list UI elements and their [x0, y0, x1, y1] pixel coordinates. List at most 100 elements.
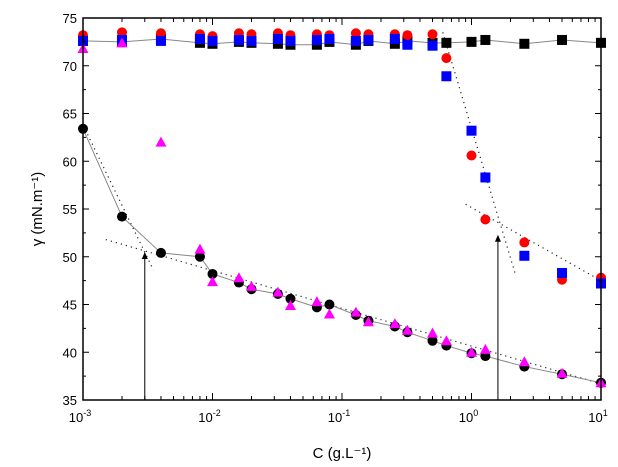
data-point-triangle: [389, 318, 401, 329]
data-point-triangle: [427, 327, 439, 338]
data-point-circle: [466, 150, 477, 161]
y-tick-label: 45: [63, 298, 77, 313]
x-tick-label: 101: [588, 408, 607, 425]
data-point-square: [441, 71, 452, 82]
data-point-triangle: [245, 280, 257, 291]
data-point-square: [466, 36, 477, 47]
data-point-square: [441, 37, 452, 48]
data-point-square: [324, 34, 335, 45]
data-point-square: [155, 35, 166, 46]
x-tick-labels: 10-3 10-2 10-1 100 101: [69, 408, 608, 425]
data-point-square: [311, 34, 322, 45]
data-point-circle: [116, 27, 127, 38]
fit-lines: [82, 32, 602, 385]
data-point-circle: [194, 251, 205, 262]
x-axis-label: C (g.L⁻¹): [313, 445, 372, 462]
y-tick-label: 40: [63, 345, 77, 360]
data-point-triangle: [479, 343, 491, 354]
data-point-circle: [480, 214, 491, 225]
x-tick-exponent: 0: [473, 408, 478, 418]
data-point-triangle: [466, 346, 477, 357]
data-point-triangle: [194, 243, 206, 254]
plot-frame: [82, 17, 602, 401]
data-point-circle: [402, 30, 413, 41]
data-point-square: [466, 125, 477, 136]
y-tick-label: 65: [63, 107, 77, 122]
data-point-square: [519, 38, 530, 49]
y-axis-label: γ (mN.m⁻¹): [29, 172, 46, 247]
data-point-circle: [116, 211, 127, 222]
data-point-triangle: [362, 316, 374, 327]
arrows: [141, 234, 501, 400]
data-point-square: [285, 35, 296, 46]
arrow-head: [494, 234, 501, 242]
data-point-square: [194, 34, 205, 45]
data-point-square: [246, 35, 257, 46]
data-point-triangle: [207, 276, 218, 287]
y-tick-label: 75: [63, 11, 77, 26]
x-tick-base: 10: [198, 410, 212, 425]
x-tick-base: 10: [459, 410, 473, 425]
data-point-circle: [427, 335, 438, 346]
data-point-triangle: [284, 299, 296, 310]
data-point-triangle: [556, 367, 568, 378]
data-point-circle: [441, 53, 452, 64]
data-point-triangle: [233, 272, 245, 283]
data-point-circle: [427, 29, 438, 40]
data-point-square: [480, 34, 491, 45]
data-point-square: [207, 35, 218, 46]
x-tick-base: 10: [328, 410, 342, 425]
data-point-square: [557, 267, 568, 278]
series-line: [82, 128, 602, 384]
data-point-square: [519, 250, 530, 261]
y-tick-label: 55: [63, 202, 77, 217]
data-point-circle: [285, 293, 296, 304]
x-tick-label: 10-3: [69, 408, 91, 425]
x-tick-label: 100: [459, 408, 478, 425]
x-tick-label: 10-1: [328, 408, 350, 425]
y-tick-label: 70: [63, 59, 77, 74]
data-point-square: [389, 34, 400, 45]
data-point-square: [427, 40, 438, 51]
data-point-triangle: [311, 296, 323, 307]
x-tick-exponent: -1: [342, 408, 350, 418]
series-lines: [82, 38, 602, 384]
fit-line: [442, 32, 517, 277]
data-point-triangle: [518, 356, 530, 367]
x-tick-exponent: -3: [83, 408, 91, 418]
axes: [82, 17, 602, 401]
data-point-triangle: [401, 324, 413, 335]
data-point-triangle: [350, 306, 362, 317]
data-point-square: [350, 35, 361, 46]
data-point-circle: [155, 247, 166, 258]
data-point-circle: [519, 237, 530, 248]
data-point-square: [363, 34, 374, 45]
data-point-square: [557, 34, 568, 45]
series-line: [82, 38, 602, 46]
data-point-triangle: [440, 335, 452, 346]
arrow-head: [141, 251, 148, 259]
data-point-circle: [324, 299, 335, 310]
x-tick-exponent: -2: [213, 408, 221, 418]
x-tick-base: 10: [588, 410, 602, 425]
data-point-triangle: [323, 308, 335, 319]
x-tick-base: 10: [69, 410, 83, 425]
y-tick-labels: 35 40 45 50 55 60 65 70 75: [63, 11, 77, 408]
y-tick-label: 35: [63, 393, 77, 408]
data-points: [77, 27, 607, 388]
data-point-circle: [350, 28, 361, 39]
y-tick-label: 50: [63, 250, 77, 265]
data-point-triangle: [116, 37, 128, 48]
fit-line: [82, 124, 154, 271]
data-point-square: [402, 39, 413, 50]
data-point-square: [480, 172, 491, 183]
data-point-circle: [155, 28, 166, 39]
data-point-triangle: [155, 136, 167, 147]
x-tick-label: 10-2: [198, 408, 220, 425]
data-point-triangle: [272, 286, 284, 297]
x-tick-exponent: 1: [603, 408, 608, 418]
data-point-square: [233, 34, 244, 45]
y-tick-label: 60: [63, 154, 77, 169]
